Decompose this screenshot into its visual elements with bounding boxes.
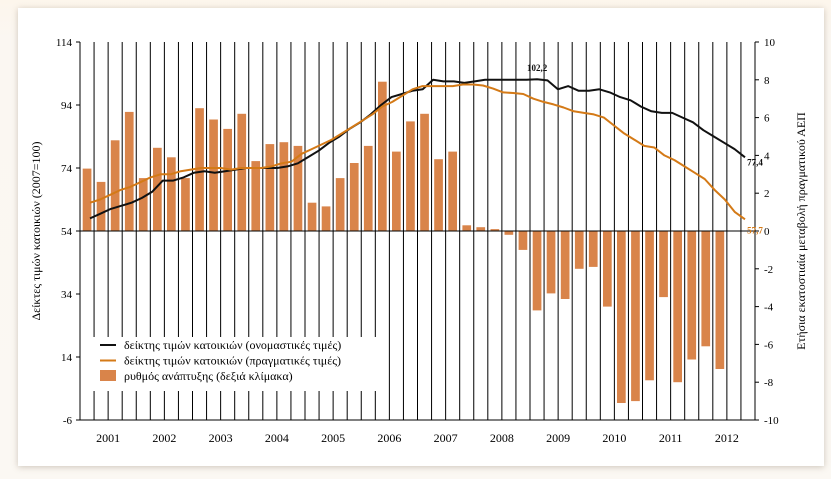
growth-bar bbox=[181, 178, 190, 231]
growth-bar bbox=[715, 231, 725, 369]
right-tick-label: 10 bbox=[764, 37, 776, 49]
axes: 114 94 74 54 34 14 -6 10 8 6 4 2 0 -2 -4 -6 -8 -10 2001 200… bbox=[56, 37, 779, 445]
growth-bar bbox=[631, 231, 640, 402]
right-tick-label: -8 bbox=[764, 377, 774, 389]
annotation-nominal-peak: 102,2 bbox=[527, 63, 548, 73]
x-tick-label: 2006 bbox=[377, 431, 401, 445]
x-tick-label: 2008 bbox=[490, 431, 514, 445]
legend: δείκτης τιμών κατοικιών (ονομαστικές τιμ… bbox=[88, 337, 378, 391]
growth-bar bbox=[687, 231, 697, 360]
growth-bar bbox=[195, 108, 204, 231]
x-tick-label: 2009 bbox=[546, 431, 570, 445]
real-price-line bbox=[89, 83, 746, 221]
left-tick-label: -6 bbox=[63, 415, 73, 427]
growth-bar bbox=[321, 206, 331, 231]
x-tick-label: 2003 bbox=[209, 431, 233, 445]
price-index-lines: 102,2 77,4 57,7 bbox=[89, 63, 763, 235]
growth-bars bbox=[82, 81, 725, 403]
growth-bar bbox=[617, 231, 626, 403]
legend-entry: ρυθμός ανάπτυξης (δεξιά κλίμακα) bbox=[124, 369, 293, 383]
growth-bar bbox=[392, 151, 401, 231]
x-tick-label: 2001 bbox=[96, 431, 120, 445]
growth-bar bbox=[251, 161, 261, 231]
growth-bar bbox=[349, 163, 359, 231]
left-tick-label: 14 bbox=[61, 352, 73, 364]
right-tick-label: 6 bbox=[764, 113, 770, 125]
growth-bar bbox=[532, 231, 542, 311]
growth-bar bbox=[448, 151, 457, 231]
y-axis-left-label: Δείκτες τιμών κατοικιών (2007=100) bbox=[29, 141, 43, 320]
growth-bar bbox=[363, 145, 373, 231]
x-tick-label: 2004 bbox=[265, 431, 289, 445]
x-tick-label: 2010 bbox=[602, 431, 626, 445]
growth-bar bbox=[293, 145, 303, 231]
growth-bar bbox=[307, 202, 317, 231]
growth-bar bbox=[645, 231, 654, 381]
right-tick-label: -6 bbox=[764, 339, 774, 351]
growth-bar bbox=[237, 113, 247, 231]
right-tick-label: -10 bbox=[764, 415, 779, 427]
right-tick-label: 8 bbox=[764, 75, 770, 87]
growth-bar bbox=[124, 111, 134, 231]
right-tick-label: 2 bbox=[764, 188, 770, 200]
growth-bar bbox=[659, 231, 668, 298]
growth-bar bbox=[223, 128, 232, 231]
growth-bar bbox=[82, 168, 92, 231]
growth-bar bbox=[603, 231, 612, 307]
growth-bar bbox=[335, 178, 345, 231]
x-tick-label: 2011 bbox=[659, 431, 683, 445]
nominal-price-line bbox=[89, 78, 746, 220]
y-axis-right-label: Ετήσια εκατοστιαία μεταβολή πραγματικού … bbox=[794, 112, 808, 350]
growth-bar bbox=[518, 231, 528, 250]
growth-bar bbox=[560, 231, 570, 299]
growth-bar bbox=[462, 225, 472, 231]
growth-bar bbox=[265, 144, 275, 231]
legend-entry: δείκτης τιμών κατοικιών (πραγματικές τιμ… bbox=[124, 354, 341, 368]
left-tick-label: 74 bbox=[61, 163, 73, 175]
growth-bar bbox=[701, 231, 711, 347]
annotation-real-end: 57,7 bbox=[747, 225, 763, 235]
x-tick-label: 2007 bbox=[434, 431, 458, 445]
left-tick-label: 114 bbox=[56, 37, 73, 49]
axis-labels: Δείκτες τιμών κατοικιών (2007=100) Ετήσια… bbox=[29, 112, 808, 350]
right-tick-label: 4 bbox=[764, 150, 770, 162]
growth-bar bbox=[110, 140, 120, 231]
growth-bar bbox=[138, 178, 148, 231]
growth-bar bbox=[167, 157, 176, 231]
legend-entry: δείκτης τιμών κατοικιών (ονομαστικές τιμ… bbox=[124, 338, 341, 352]
growth-bar bbox=[490, 229, 500, 231]
growth-bar bbox=[588, 231, 598, 267]
legend-swatch-bars bbox=[100, 370, 116, 381]
right-tick-label: 0 bbox=[764, 226, 770, 238]
growth-bar bbox=[476, 227, 486, 231]
growth-bar bbox=[574, 231, 584, 269]
left-tick-label: 54 bbox=[61, 226, 73, 238]
growth-bar bbox=[96, 181, 106, 231]
growth-bar bbox=[378, 81, 387, 231]
growth-bar bbox=[504, 231, 514, 235]
growth-bar bbox=[279, 142, 289, 231]
x-tick-label: 2002 bbox=[152, 431, 176, 445]
x-tick-label: 2005 bbox=[321, 431, 345, 445]
x-tick-label: 2012 bbox=[715, 431, 739, 445]
growth-bar bbox=[420, 113, 429, 231]
growth-bar bbox=[209, 119, 218, 231]
legend-background bbox=[88, 337, 378, 391]
left-tick-label: 34 bbox=[61, 289, 73, 301]
growth-bar bbox=[153, 147, 162, 231]
growth-bar bbox=[546, 231, 556, 294]
annotation-nominal-end: 77,4 bbox=[747, 157, 763, 167]
right-tick-label: -2 bbox=[764, 264, 773, 276]
right-tick-label: -4 bbox=[764, 302, 774, 314]
growth-bar bbox=[406, 121, 415, 231]
growth-bar bbox=[434, 159, 443, 231]
growth-bar bbox=[673, 231, 682, 383]
left-tick-label: 94 bbox=[61, 100, 73, 112]
